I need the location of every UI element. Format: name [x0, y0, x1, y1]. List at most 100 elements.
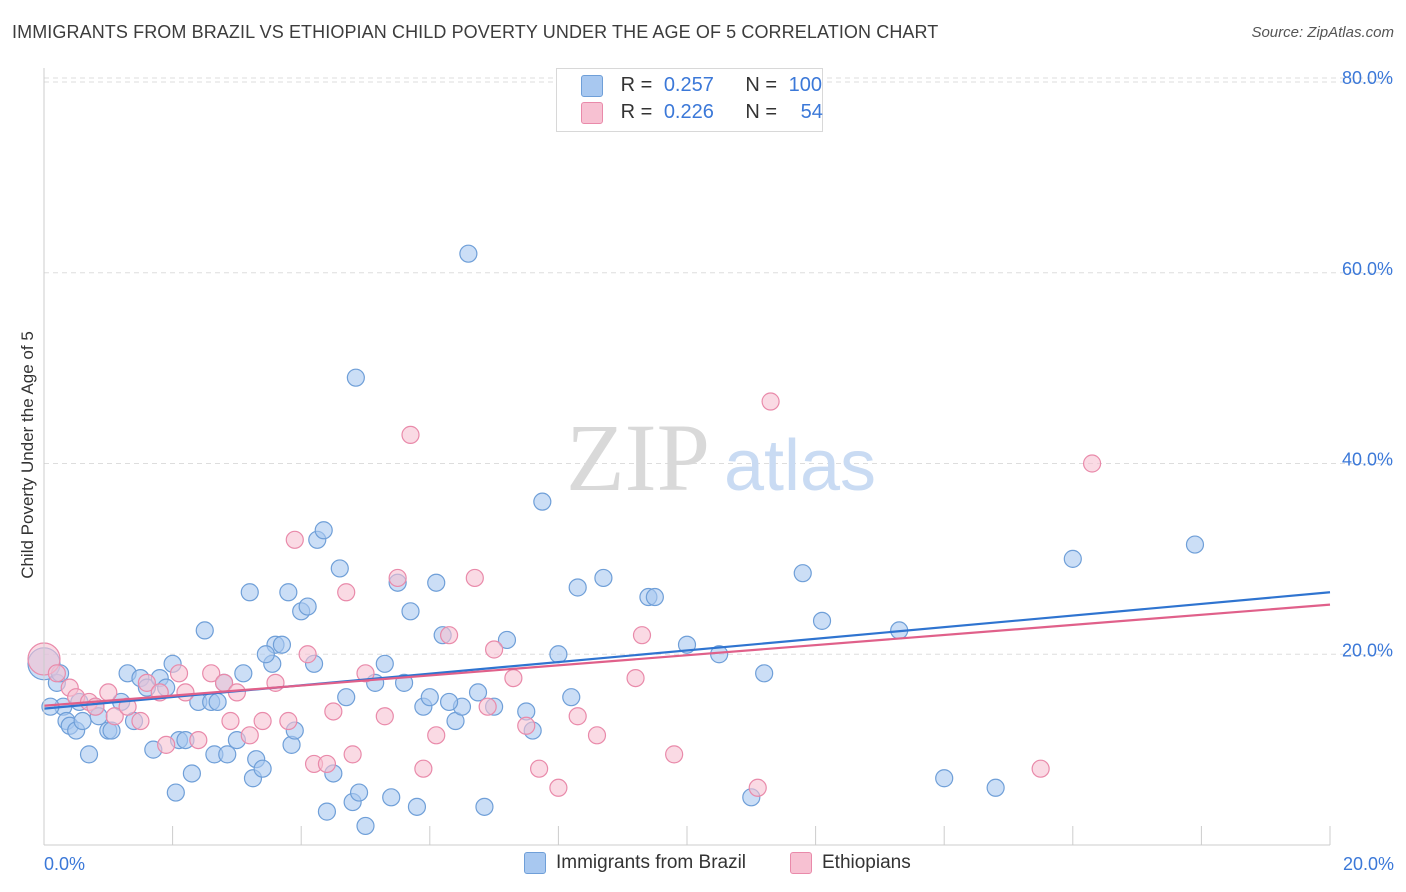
- brazil-point: [497, 630, 517, 650]
- brazil-point: [935, 769, 954, 788]
- y-axis-label: Child Poverty Under the Age of 5: [18, 331, 37, 579]
- brazil-point: [812, 611, 832, 630]
- brazil-point: [208, 692, 227, 712]
- source-label: Source: ZipAtlas.com: [1251, 24, 1394, 41]
- brazil-point: [256, 645, 275, 664]
- ethiopians-point: [189, 730, 208, 750]
- ethiopians-point: [568, 707, 587, 726]
- y-tick-label: 20.0%: [1342, 640, 1393, 660]
- ethiopians-trend-line: [43, 603, 1331, 707]
- brazil-point: [298, 597, 317, 616]
- x-tick-label: 0.0%: [44, 854, 85, 874]
- ethiopians-point: [439, 626, 459, 645]
- watermark-atlas: atlas: [724, 426, 876, 506]
- brazil-point: [549, 645, 568, 664]
- brazil-point: [195, 621, 214, 640]
- bottom-ethiopians-label: Ethiopians: [822, 852, 911, 873]
- brazil-point: [986, 778, 1005, 797]
- bottom-brazil-swatch: [524, 852, 546, 874]
- ethiopians-point: [626, 668, 645, 688]
- brazil-point: [475, 797, 494, 816]
- ethiopians-point: [202, 664, 221, 683]
- ethiopians-point: [388, 568, 407, 588]
- brazil-point: [166, 783, 185, 802]
- brazil-point: [594, 568, 613, 588]
- brazil-point: [1185, 535, 1205, 554]
- bottom-legend-ethiopians: Ethiopians: [790, 852, 911, 876]
- ethiopians-point: [279, 711, 298, 731]
- y-tick-label: 60.0%: [1342, 259, 1393, 279]
- brazil-r-value: 0.257: [663, 74, 714, 97]
- ethiopians-point: [169, 664, 189, 683]
- ethiopians-point: [253, 711, 272, 731]
- ethiopians-point: [530, 759, 549, 778]
- brazil-point: [73, 711, 92, 731]
- legend-row-ethiopians: R = 0.226 N = 54: [581, 101, 823, 127]
- ethiopians-point: [375, 707, 394, 726]
- brazil-point: [420, 688, 439, 707]
- ethiopians-point: [317, 754, 337, 774]
- brazil-point: [439, 692, 459, 712]
- ethiopians-point: [240, 726, 259, 745]
- brazil-point: [240, 583, 259, 602]
- bottom-legend-brazil: Immigrants from Brazil: [524, 852, 746, 876]
- brazil-point: [218, 745, 237, 764]
- brazil-point: [1063, 549, 1082, 568]
- x-tick-label: 20.0%: [1343, 854, 1394, 874]
- brazil-point: [533, 492, 552, 511]
- ethiopians-point: [761, 392, 780, 411]
- brazil-r-label: R =: [620, 74, 653, 97]
- brazil-point: [234, 664, 253, 683]
- watermark-zip: ZIP: [566, 404, 710, 511]
- correlation-legend: R = 0.257 N = 100 R = 0.226 N = 54: [556, 68, 823, 132]
- brazil-point: [330, 559, 349, 578]
- brazil-point: [79, 745, 99, 764]
- brazil-point: [272, 635, 292, 654]
- brazil-point: [346, 368, 365, 387]
- brazil-point: [459, 244, 478, 263]
- brazil-point: [793, 564, 812, 583]
- brazil-point: [568, 578, 587, 597]
- y-tick-label: 80.0%: [1342, 68, 1393, 88]
- ethiopians-point: [1031, 759, 1050, 778]
- ethiopians-point: [131, 711, 150, 731]
- brazil-point: [382, 788, 401, 807]
- brazil-point: [314, 521, 333, 540]
- brazil-point: [279, 583, 298, 602]
- ethiopians-point: [99, 683, 118, 702]
- brazil-point: [645, 587, 664, 607]
- legend-row-brazil: R = 0.257 N = 100: [581, 74, 822, 100]
- brazil-point: [356, 816, 375, 836]
- bottom-brazil-label: Immigrants from Brazil: [556, 852, 747, 873]
- brazil-point: [253, 759, 272, 778]
- brazil-point: [755, 664, 774, 683]
- ethiopians-point: [157, 735, 176, 754]
- brazil-point: [337, 688, 356, 707]
- ethiopians-point: [465, 568, 484, 588]
- ethiopians-point: [324, 702, 343, 721]
- brazil-swatch: [581, 74, 603, 97]
- ethiopians-point: [337, 583, 356, 602]
- ethiopians-point: [504, 668, 523, 688]
- chart-title: IMMIGRANTS FROM BRAZIL VS ETHIOPIAN CHIL…: [12, 22, 939, 42]
- ethiopians-swatch: [581, 101, 603, 124]
- watermark: ZIP atlas: [566, 404, 876, 511]
- y-tick-label: 40.0%: [1342, 450, 1393, 470]
- ethiopians-point: [748, 778, 767, 797]
- ethiopians-n-value: 54: [800, 101, 823, 124]
- brazil-point: [427, 573, 446, 592]
- brazil-point: [468, 683, 488, 702]
- brazil-point: [349, 783, 369, 802]
- ethiopians-point: [478, 697, 497, 716]
- ethiopians-n-label: N =: [745, 101, 778, 124]
- ethiopians-point: [343, 745, 362, 764]
- brazil-point: [562, 688, 581, 707]
- ethiopians-point: [298, 645, 317, 664]
- ethiopians-point: [427, 726, 446, 745]
- brazil-n-value: 100: [788, 74, 822, 97]
- brazil-n-label: N =: [745, 74, 778, 97]
- ethiopians-point: [665, 745, 684, 764]
- ethiopians-point: [105, 707, 124, 726]
- ethiopians-point: [137, 673, 156, 692]
